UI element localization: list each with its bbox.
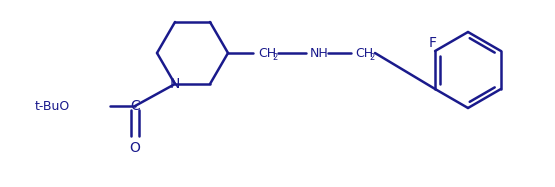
Text: 2: 2: [369, 53, 374, 62]
Text: CH: CH: [355, 47, 373, 59]
Text: N: N: [170, 77, 180, 91]
Text: NH: NH: [310, 47, 329, 59]
Text: t-BuO: t-BuO: [34, 99, 69, 113]
Text: F: F: [429, 36, 437, 50]
Text: C: C: [130, 99, 140, 113]
Text: CH: CH: [258, 47, 276, 59]
Text: O: O: [129, 141, 140, 155]
Text: 2: 2: [272, 53, 278, 62]
